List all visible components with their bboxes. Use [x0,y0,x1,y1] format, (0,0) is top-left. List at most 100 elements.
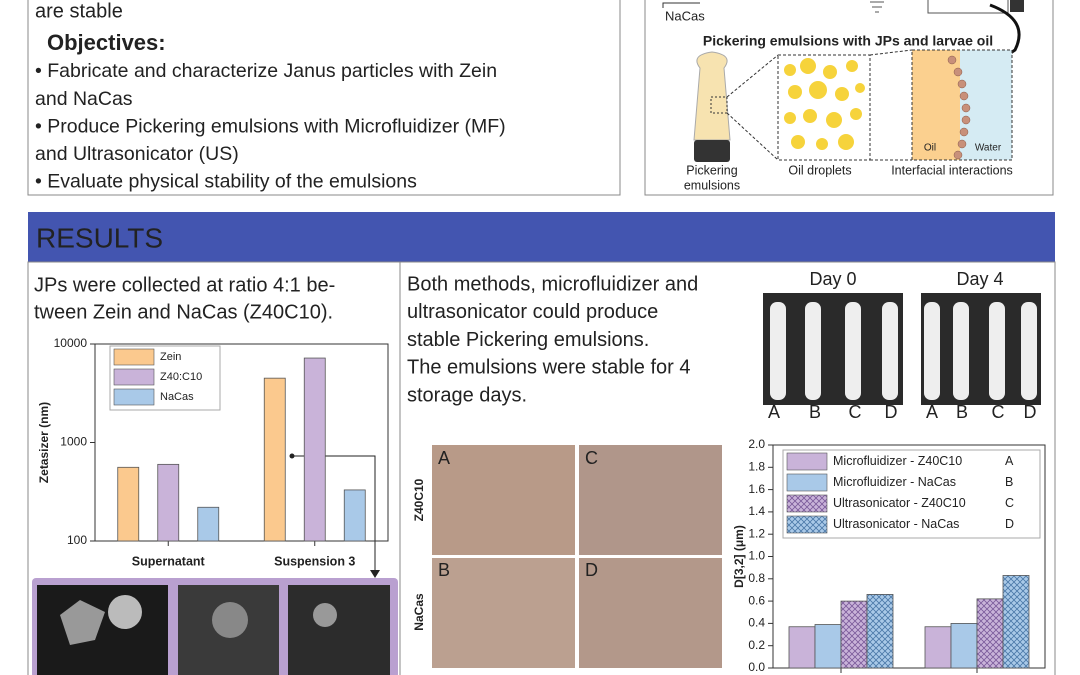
results-text: stable Pickering emulsions. [407,329,649,351]
diagram-label: NaCas [665,8,705,23]
bar [976,598,1004,669]
results-text: JPs were collected at ratio 4:1 be- [34,274,335,296]
legend-code: A [1005,454,1014,468]
bar [1002,575,1030,669]
y-tick-label: 1.6 [748,482,765,496]
bar [814,624,842,669]
x-tick-label: Suspension 3 [274,554,355,568]
y-tick-label: 0.2 [748,638,765,652]
diagram-caption: Oil droplets [788,163,851,177]
legend-label: Ultrasonicator - Z40C10 [833,496,966,510]
y-tick-label: 10000 [54,336,88,350]
objectives-heading: Objectives: [47,30,166,55]
diagram-title: Pickering emulsions with JPs and larvae … [703,33,993,49]
intro-text: are stable [35,0,123,22]
diagram-caption: emulsions [684,178,740,192]
bar [157,463,180,542]
tube-label: C [992,402,1005,422]
micrograph-panel-label: D [585,560,598,580]
y-tick-label: 0.0 [748,660,765,674]
objective-line: and Ultrasonicator (US) [35,143,239,165]
y-axis-label: D[3,2] (μm) [732,525,746,588]
y-tick-label: 0.8 [748,571,765,585]
legend-swatch [786,452,828,471]
legend-swatch [113,348,155,366]
y-tick-label: 1.0 [748,549,765,563]
tube-label: A [768,402,780,422]
results-header [28,212,1055,262]
y-tick-label: 1000 [60,435,87,449]
y-tick-label: 100 [67,533,87,547]
legend-swatch [113,388,155,406]
objective-line: • Produce Pickering emulsions with Micro… [35,115,506,137]
legend-label: Ultrasonicator - NaCas [833,517,959,531]
micrograph-panel-label: C [585,448,598,468]
vial-photos [763,293,1041,405]
y-tick-label: 2.0 [748,437,765,451]
bar [303,357,326,542]
legend-label: NaCas [160,391,194,403]
legend-label: Microfluidizer - Z40C10 [833,454,962,468]
bar [950,623,978,669]
results-heading: RESULTS [36,222,163,253]
results-text: storage days. [407,384,527,406]
tube-label: D [885,402,898,422]
legend-label: Zein [160,351,181,363]
diagram-label: Water [975,143,1002,154]
y-tick-label: 0.4 [748,616,765,630]
legend-label: Z40:C10 [160,371,202,383]
photo-day-label: Day 4 [956,269,1003,289]
y-tick-label: 1.8 [748,459,765,473]
micrographs [432,445,722,668]
results-text: ultrasonicator could produce [407,301,658,323]
results-text: The emulsions were stable for 4 [407,357,690,379]
diagram-label: Oil [924,143,936,154]
bar [866,594,894,669]
diagram-art [662,0,1024,162]
tube-label: B [809,402,821,422]
objectives-box [27,0,621,196]
results-text: Both methods, microfluidizer and [407,273,698,295]
micrograph-panel-label: A [438,448,450,468]
objective-line: and NaCas [35,88,133,110]
photo-day-label: Day 0 [809,269,856,289]
diagram-caption: Interfacial interactions [891,163,1013,177]
results-box [27,261,1056,675]
legend-code: B [1005,475,1013,489]
legend-swatch [113,368,155,386]
legend-swatch [786,494,828,513]
sem-strip [32,578,398,675]
bar [840,600,868,669]
micrograph-panel-label: B [438,560,450,580]
arrow-start [289,453,295,459]
tube-label: A [926,402,938,422]
legend-swatch [786,473,828,492]
legend-code: D [1005,517,1014,531]
objective-line: • Evaluate physical stability of the emu… [35,171,417,193]
bar [263,377,286,542]
results-text: tween Zein and NaCas (Z40C10). [34,301,333,323]
legend-code: C [1005,496,1014,510]
tube-label: C [849,402,862,422]
micrograph-row-label: NaCas [412,593,426,631]
bar [343,489,366,542]
legend-label: Microfluidizer - NaCas [833,475,956,489]
micrograph-row-label: Z40C10 [412,478,426,521]
diagram-caption: Pickering [686,163,737,177]
tube-label: B [956,402,968,422]
bar [117,466,140,542]
y-tick-label: 1.4 [748,504,765,518]
bar [924,626,952,669]
bar [197,506,220,542]
y-axis-label: Zetasizer (nm) [37,402,51,483]
legend-swatch [786,515,828,534]
tube-label: D [1024,402,1037,422]
y-tick-label: 0.6 [748,593,765,607]
y-tick-label: 1.2 [748,526,765,540]
bar [788,626,816,669]
x-tick-label: Supernatant [132,554,206,568]
objective-line: • Fabricate and characterize Janus parti… [35,60,497,82]
